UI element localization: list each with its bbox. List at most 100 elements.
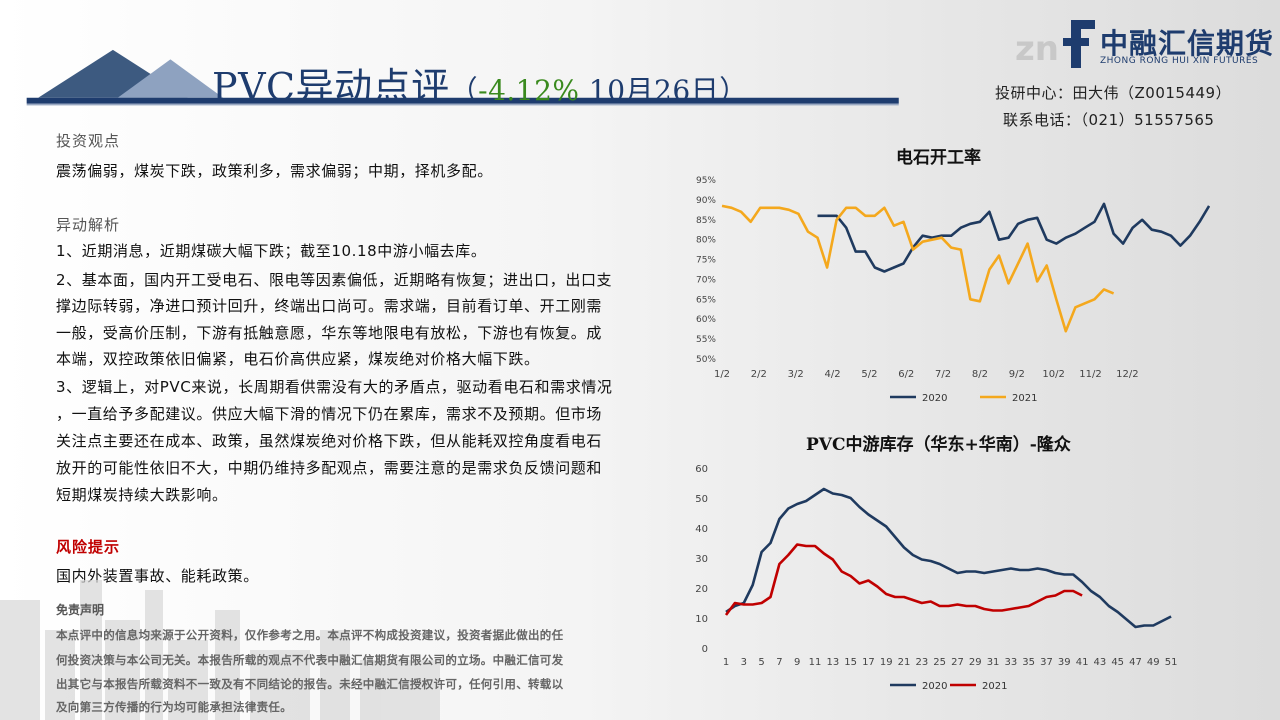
x-tick-label: 5/2 xyxy=(861,369,877,380)
header-rule xyxy=(26,97,899,104)
analysis-line: 本端，双控政策依旧偏紧，电石价高供应紧，煤炭绝对价格大幅下跌。 xyxy=(56,350,540,368)
skyline-decoration xyxy=(0,580,440,720)
x-tick-label: 19 xyxy=(880,657,893,668)
chart2-plot: 60 50 40 30 20 10 0 1 3 5 7 9 11 13 15 17 19 21 23 25 27 29 31… xyxy=(695,464,1178,692)
x-tick-label: 7 xyxy=(776,657,782,668)
analysis-line: 关注点主要还在成本、政策，虽然煤炭绝对价格下跌，但从能耗双控角度看电石 xyxy=(56,432,603,450)
title-paren-open: （ xyxy=(449,74,479,107)
chart2-title: PVC中游库存（华东+华南）-隆众 xyxy=(806,435,1071,455)
title-paren-close: ） xyxy=(719,74,748,107)
y-tick-label: 95% xyxy=(696,176,716,186)
x-tick-label: 9 xyxy=(794,657,800,668)
researcher-info: 投研中心：田大伟（Z0015449） xyxy=(995,84,1232,102)
x-tick-label: 3/2 xyxy=(788,369,804,380)
page-title: PVC异动点评（-4.12% 10月26日） xyxy=(212,56,748,111)
chart1-title: 电石开工率 xyxy=(896,148,981,168)
header-triangle-light xyxy=(117,59,224,98)
logo-name-cn: 中融汇信期货 xyxy=(1100,27,1275,60)
x-tick-label: 10/2 xyxy=(1042,369,1064,380)
x-tick-label: 39 xyxy=(1058,657,1071,668)
analysis-line: 1、近期消息，近期煤碳大幅下跌；截至10.18中游小幅去库。 xyxy=(56,242,487,260)
risk-text: 国内外装置事故、能耗政策。 xyxy=(56,567,259,585)
x-tick-label: 15 xyxy=(844,657,857,668)
svg-text:zn: zn xyxy=(1015,29,1059,69)
analysis-line: 3、逻辑上，对PVC来说，长周期看供需没有大的矛盾点，驱动看电石和需求情况 xyxy=(56,378,613,396)
analysis-title: 异动解析 xyxy=(56,216,121,234)
y-tick-label: 80% xyxy=(696,236,716,246)
series-line-2020 xyxy=(817,202,1210,273)
y-tick-label: 50% xyxy=(696,355,716,365)
x-tick-label: 51 xyxy=(1165,657,1178,668)
analysis-line: 放开的可能性依旧不大，中期仍维持多配观点，需要注意的是需求负反馈问题和 xyxy=(56,459,603,477)
x-tick-label: 11/2 xyxy=(1079,369,1101,380)
analysis-line: 短期煤炭持续大跌影响。 xyxy=(56,486,228,504)
x-tick-label: 45 xyxy=(1111,657,1124,668)
x-tick-label: 35 xyxy=(1022,657,1035,668)
legend-label-2020: 2020 xyxy=(922,681,947,692)
chart1-plot: 95% 90% 85% 80% 75% 70% 65% 60% 55% 50% 1/2 2/2 3/2 4… xyxy=(696,176,1210,404)
x-tick-label: 29 xyxy=(969,657,982,668)
header-rule-shadow xyxy=(26,103,899,106)
y-tick-label: 10 xyxy=(695,614,708,625)
series-line-2021 xyxy=(721,204,1115,333)
x-tick-label: 47 xyxy=(1129,657,1142,668)
disclaimer-line: 出其它与本报告所载资料不一致及有不同结论的报告。未经中融汇信授权许可，任何引用、… xyxy=(56,677,564,691)
disclaimer-line: 何投资决策与本公司无关。本报告所载的观点不代表中融汇信期货有限公司的立场。中融汇… xyxy=(56,653,564,667)
view-title: 投资观点 xyxy=(56,132,121,150)
x-tick-label: 2/2 xyxy=(751,369,767,380)
series-line-2020 xyxy=(725,487,1172,629)
analysis-line: ，一直给予多配建议。供应大幅下滑的情况下仍在累库，需求不及预期。但市场 xyxy=(56,405,603,423)
legend-label-2021: 2021 xyxy=(982,681,1007,692)
y-tick-label: 90% xyxy=(696,196,716,206)
x-tick-label: 43 xyxy=(1094,657,1107,668)
view-text: 震荡偏弱，煤炭下跌，政策利多，需求偏弱；中期，择机多配。 xyxy=(56,162,493,180)
legend-label-2020: 2020 xyxy=(922,393,947,404)
company-logo-icon: zn xyxy=(1015,20,1095,69)
y-tick-label: 65% xyxy=(696,295,716,305)
y-tick-label: 75% xyxy=(696,256,716,266)
y-tick-label: 70% xyxy=(696,275,716,285)
disclaimer-line: 本点评中的信息均来源于公开资料，仅作参考之用。本点评不构成投资建议，投资者据此做… xyxy=(56,628,564,642)
x-tick-label: 1/2 xyxy=(714,369,730,380)
x-tick-label: 31 xyxy=(987,657,1000,668)
series-line-2021 xyxy=(724,543,1083,616)
legend-label-2021: 2021 xyxy=(1012,393,1037,404)
y-tick-label: 30 xyxy=(695,554,708,565)
x-tick-label: 25 xyxy=(933,657,946,668)
logo-name-en: ZHONG RONG HUI XIN FUTURES xyxy=(1100,56,1259,66)
x-tick-label: 4/2 xyxy=(825,369,841,380)
analysis-line: 2、基本面，国内开工受电石、限电等因素偏低，近期略有恢复；进出口，出口支 xyxy=(56,271,613,289)
y-tick-label: 60 xyxy=(695,464,708,475)
x-tick-label: 33 xyxy=(1004,657,1017,668)
analysis-line: 撑边际转弱，净进口预计回升，终端出口尚可。需求端，目前看订单、开工刚需 xyxy=(56,297,603,315)
title-change: -4.12% xyxy=(478,74,580,107)
y-tick-label: 60% xyxy=(696,315,716,325)
y-tick-label: 85% xyxy=(696,216,716,226)
x-tick-label: 8/2 xyxy=(972,369,988,380)
title-main: PVC异动点评 xyxy=(212,65,450,109)
title-date: 10月26日 xyxy=(579,74,720,107)
disclaimer-title: 免责声明 xyxy=(56,603,105,617)
header-decoration xyxy=(26,49,899,106)
x-tick-label: 11 xyxy=(809,657,822,668)
x-tick-label: 17 xyxy=(862,657,875,668)
x-tick-label: 7/2 xyxy=(935,369,951,380)
y-tick-label: 40 xyxy=(695,524,708,535)
y-tick-label: 0 xyxy=(702,644,708,655)
x-tick-label: 6/2 xyxy=(898,369,914,380)
risk-title: 风险提示 xyxy=(56,538,121,556)
x-tick-label: 5 xyxy=(758,657,764,668)
y-tick-label: 50 xyxy=(695,494,708,505)
x-tick-label: 1 xyxy=(723,657,729,668)
analysis-line: 一般，受高价压制，下游有抵触意愿，华东等地限电有放松，下游也有恢复。成 xyxy=(56,324,603,342)
x-tick-label: 12/2 xyxy=(1116,369,1138,380)
x-tick-label: 27 xyxy=(951,657,964,668)
x-tick-label: 37 xyxy=(1040,657,1053,668)
x-tick-label: 23 xyxy=(915,657,928,668)
x-tick-label: 49 xyxy=(1147,657,1160,668)
disclaimer-line: 及向第三方传播的行为均可能承担法律责任。 xyxy=(56,700,292,714)
x-tick-label: 21 xyxy=(898,657,911,668)
y-tick-label: 55% xyxy=(696,335,716,345)
x-tick-label: 13 xyxy=(826,657,839,668)
y-tick-label: 20 xyxy=(695,584,708,595)
